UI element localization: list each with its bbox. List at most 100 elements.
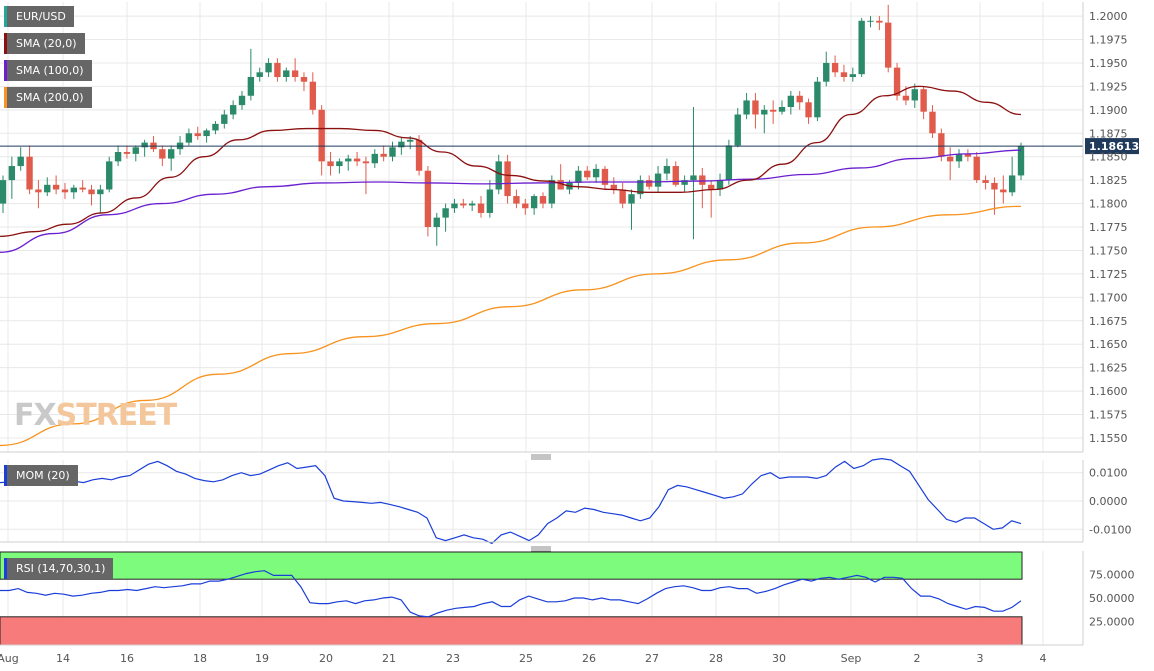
candle-body (362, 161, 370, 164)
rsi-zones (0, 551, 1023, 646)
y-tick-label: 1.1550 (1089, 432, 1128, 445)
candle-body (212, 123, 219, 131)
candle (159, 145, 166, 167)
legend-mom[interactable]: MOM (20) (4, 465, 78, 486)
y-tick-label: 1.1725 (1089, 268, 1128, 281)
x-tick-label: 2 (914, 652, 921, 665)
candle (486, 180, 494, 218)
candle (946, 147, 954, 181)
candle-body (371, 153, 378, 164)
legend-sma100[interactable]: SMA (100,0) (4, 60, 92, 81)
candle-body (973, 156, 980, 181)
candle (778, 100, 786, 115)
y-tick-label: 1.1825 (1089, 174, 1128, 187)
candle-body (601, 168, 609, 185)
legend-rsi[interactable]: RSI (14,70,30,1) (4, 558, 114, 579)
candle (229, 100, 237, 120)
y-tick-label: 1.1875 (1089, 127, 1128, 140)
candle-body (17, 156, 24, 167)
candle-body (283, 70, 290, 77)
candle (114, 145, 122, 167)
candle (690, 107, 697, 240)
candle (893, 62, 901, 101)
candle-body (389, 147, 396, 157)
candle (345, 154, 352, 171)
axis-labels: Aug 14 16 18 19 20 21 23 25 26 27 28 30 Sep 2 3 41.20001… (0, 10, 1135, 665)
sma20-line (0, 85, 1022, 238)
candle-body (123, 152, 131, 154)
rsi-y-tick-label: 25.0000 (1089, 616, 1135, 629)
candle-body (716, 180, 724, 190)
legend-sma100-swatch (4, 60, 7, 81)
candle (212, 121, 219, 135)
candle (380, 145, 387, 162)
mom-y-tick-label: -0.0100 (1089, 523, 1131, 536)
candle-body (530, 196, 538, 209)
legend-pair[interactable]: EUR/USD (4, 6, 74, 27)
candle-body (707, 184, 715, 190)
candle-body (991, 182, 998, 190)
candle-body (548, 180, 556, 204)
y-tick-label: 1.1750 (1089, 244, 1128, 257)
candle (176, 136, 184, 155)
legend-pair-swatch (4, 6, 7, 27)
candle-body (185, 133, 193, 143)
candle-body (690, 175, 697, 181)
candle (477, 196, 485, 218)
legend-sma20[interactable]: SMA (20,0) (4, 33, 85, 54)
candle (168, 145, 175, 171)
candle (150, 136, 157, 152)
candle-body (929, 111, 936, 134)
candle (637, 175, 644, 199)
candle (858, 17, 865, 77)
legend-mom-label: MOM (20) (16, 469, 70, 482)
x-tick-label: 3 (977, 652, 984, 665)
candle-body (539, 196, 547, 204)
candle-body (1008, 175, 1016, 193)
candle-body (168, 149, 175, 159)
candle (823, 51, 830, 87)
candle-body (610, 184, 617, 190)
candle-body (982, 180, 989, 183)
candle (123, 145, 131, 159)
mom-y-tick-label: 0.0000 (1089, 495, 1128, 508)
watermark-part2: STREET (55, 398, 178, 433)
candle (920, 86, 927, 120)
candle (26, 145, 33, 195)
candle (318, 105, 325, 176)
x-tick-label: 25 (519, 652, 533, 665)
candle-body (778, 107, 786, 112)
candle (805, 98, 812, 124)
candle-body (831, 62, 839, 73)
candle (592, 164, 600, 183)
legend-sma100-label: SMA (100,0) (16, 64, 84, 77)
candle-body (300, 77, 308, 82)
candle-body (415, 139, 423, 171)
mom-y-tick-label: 0.0100 (1089, 467, 1128, 480)
candle (955, 149, 963, 168)
candle-body (787, 95, 795, 107)
legend-sma200[interactable]: SMA (200,0) (4, 87, 92, 108)
x-tick-label: 27 (645, 652, 659, 665)
candle (699, 167, 706, 209)
legend-rsi-label: RSI (14,70,30,1) (16, 562, 106, 575)
candle-body (203, 130, 210, 137)
candle (468, 200, 476, 212)
candle-body (433, 217, 440, 227)
watermark-part1: FX (14, 398, 57, 433)
candle-body (672, 166, 679, 185)
candle-body (743, 100, 750, 115)
candle (575, 166, 582, 190)
candle-body (291, 70, 299, 77)
candle (265, 58, 272, 77)
candle (336, 158, 343, 174)
candle-body (336, 161, 343, 167)
candle-body (106, 161, 113, 190)
candle (530, 194, 538, 215)
candle (716, 173, 724, 197)
candle-body (1017, 146, 1025, 176)
candle-body (814, 81, 821, 118)
candle (601, 166, 609, 190)
candle-body (876, 20, 883, 23)
